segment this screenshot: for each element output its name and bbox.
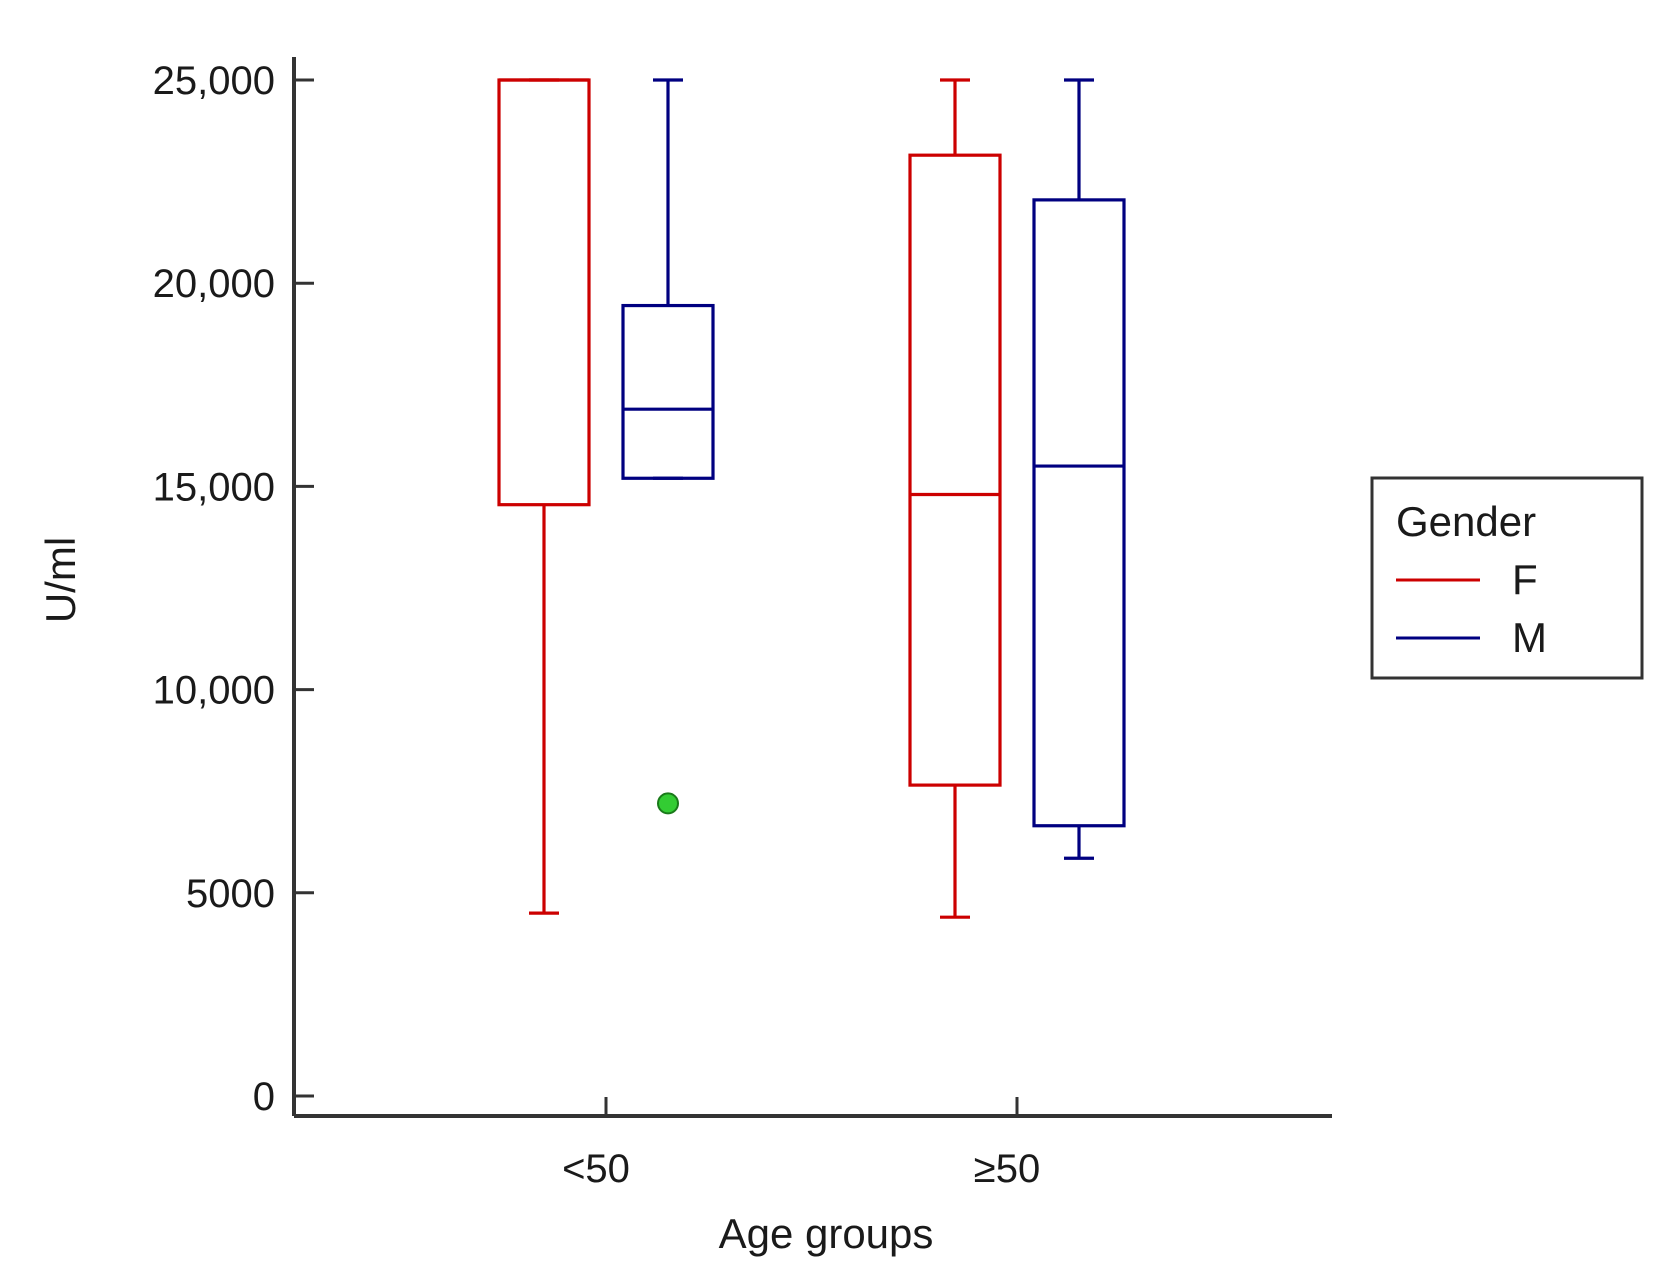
outliers — [657, 792, 679, 815]
y-tick-label: 20,000 — [153, 262, 275, 306]
box-iqr — [497, 78, 591, 507]
box-m-1 — [1032, 78, 1126, 860]
legend-label-m: M — [1512, 614, 1547, 661]
box-m-0 — [621, 78, 715, 480]
legend-title: Gender — [1396, 498, 1536, 545]
x-tick-label: ≥50 — [974, 1147, 1040, 1191]
box-iqr — [908, 153, 1002, 787]
x-axis-title: Age groups — [719, 1210, 934, 1257]
axes — [292, 57, 1332, 1118]
y-tick-label: 25,000 — [153, 59, 275, 103]
y-tick-label: 5000 — [186, 872, 275, 916]
legend-label-f: F — [1512, 556, 1538, 603]
legend: Gender F M — [1370, 476, 1644, 680]
x-ticks: <50 ≥50 — [562, 1097, 1040, 1191]
y-tick-label: 0 — [253, 1075, 275, 1119]
box-f-1 — [908, 78, 1002, 919]
y-axis-title: U/ml — [37, 537, 84, 623]
legend-box — [1370, 476, 1644, 680]
boxes — [497, 78, 1126, 919]
y-ticks: 0 5000 10,000 15,000 20,000 25,000 — [153, 59, 314, 1119]
box-iqr — [621, 303, 715, 480]
box-f-0 — [497, 78, 591, 915]
box-iqr — [1032, 198, 1126, 828]
y-tick-label: 15,000 — [153, 465, 275, 509]
x-tick-label: <50 — [562, 1147, 630, 1191]
y-tick-label: 10,000 — [153, 669, 275, 713]
outlier-point — [657, 792, 679, 815]
